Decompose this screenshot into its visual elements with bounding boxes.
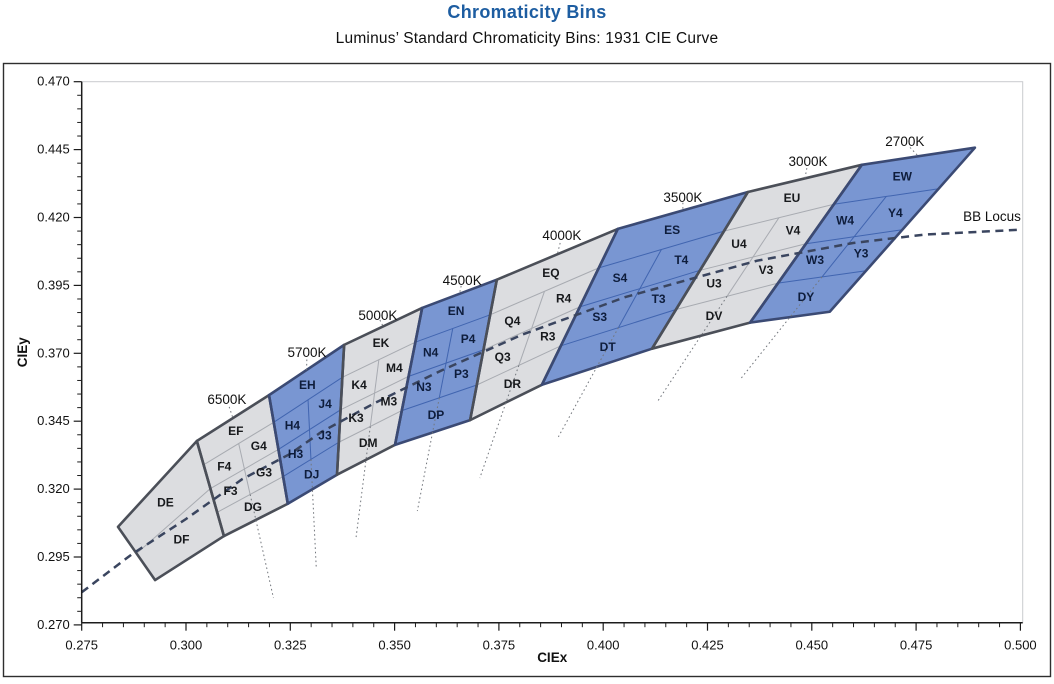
bin-label-EF: EF [228,424,243,438]
y-tick-label: 0.470 [37,74,70,89]
bin-label-Y4: Y4 [888,206,903,220]
cct-label-5000K: 5000K [358,308,397,323]
bin-label-M4: M4 [386,361,403,375]
x-tick-label: 0.275 [65,638,98,653]
bin-label-DF: DF [174,533,190,547]
x-tick-label: 0.475 [900,638,933,653]
x-tick-label: 0.450 [796,638,829,653]
cct-label-3500K: 3500K [663,190,702,205]
bin-label-T4: T4 [674,253,688,267]
bin-label-Y3: Y3 [854,247,869,261]
bin-label-J3: J3 [318,428,332,442]
y-tick-label: 0.345 [37,413,70,428]
bin-label-K4: K4 [351,378,367,392]
bin-label-DR: DR [504,377,522,391]
cct-label-5700K: 5700K [287,345,326,360]
bin-label-DT: DT [600,340,617,354]
bin-label-N3: N3 [416,380,432,394]
bin-label-DP: DP [428,408,445,422]
cct-label-6500K: 6500K [207,392,246,407]
cct-label-4500K: 4500K [443,273,482,288]
bin-label-P4: P4 [461,332,476,346]
bin-label-T3: T3 [652,292,666,306]
bin-label-V3: V3 [759,263,774,277]
bin-label-W4: W4 [836,213,854,227]
bin-label-EH: EH [299,378,316,392]
bb-locus-label: BB Locus [963,209,1021,224]
bin-label-EQ: EQ [542,266,559,280]
bin-label-G3: G3 [256,465,272,479]
y-tick-label: 0.420 [37,210,70,225]
bin-label-S3: S3 [592,310,607,324]
cct-label-3000K: 3000K [789,154,828,169]
y-tick-label: 0.395 [37,277,70,292]
bin-label-EN: EN [448,304,465,318]
bin-label-J4: J4 [318,397,332,411]
bin-label-Q4: Q4 [504,314,520,328]
y-tick-label: 0.445 [37,142,70,157]
y-tick-label: 0.320 [37,481,70,496]
bin-label-DG: DG [244,500,262,514]
bin-label-U3: U3 [706,276,722,290]
y-tick-label: 0.370 [37,345,70,360]
y-tick-label: 0.270 [37,617,70,632]
bin-label-M3: M3 [380,395,397,409]
bin-label-F3: F3 [224,484,238,498]
x-tick-label: 0.500 [1004,638,1037,653]
bin-label-S4: S4 [613,271,628,285]
cct-label-2700K: 2700K [885,134,924,149]
x-axis-title: CIEx [537,650,568,665]
bin-label-H4: H4 [285,418,301,432]
bin-label-R4: R4 [556,292,572,306]
bin-label-F4: F4 [217,459,231,473]
bin-label-EK: EK [373,336,390,350]
bin-label-DV: DV [706,309,723,323]
bin-label-DJ: DJ [304,467,319,481]
y-axis-title: CIEy [15,337,30,368]
bin-label-N4: N4 [423,346,439,360]
y-tick-label: 0.295 [37,549,70,564]
bin-label-H3: H3 [288,447,304,461]
bin-label-EU: EU [784,191,801,205]
bin-label-Q3: Q3 [495,350,511,364]
bin-label-W3: W3 [806,253,824,267]
bin-label-ES: ES [664,223,680,237]
bin-label-DM: DM [359,436,378,450]
x-tick-label: 0.325 [274,638,307,653]
page-subtitle: Luminus’ Standard Chromaticity Bins: 193… [0,30,1054,48]
x-tick-label: 0.300 [170,638,203,653]
bin-label-EW: EW [893,169,913,183]
bin-label-R3: R3 [540,330,556,344]
page-title: Chromaticity Bins [0,2,1054,23]
x-tick-label: 0.400 [587,638,620,653]
bin-label-DE: DE [157,495,174,509]
cct-label-4000K: 4000K [542,228,581,243]
bin-label-U4: U4 [731,237,747,251]
bin-label-K3: K3 [348,411,364,425]
bin-label-DY: DY [798,290,815,304]
x-tick-label: 0.350 [378,638,411,653]
x-tick-label: 0.425 [691,638,724,653]
x-tick-label: 0.375 [483,638,516,653]
bin-label-G4: G4 [251,439,267,453]
bin-label-V4: V4 [786,224,801,238]
bin-label-P3: P3 [454,367,469,381]
